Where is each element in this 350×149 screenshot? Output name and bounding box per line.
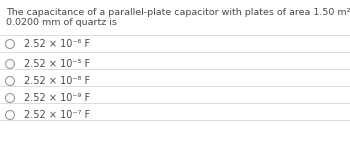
Text: 2.52 × 10⁻⁸ F: 2.52 × 10⁻⁸ F bbox=[24, 76, 90, 86]
Text: 2.52 × 10⁻⁵ F: 2.52 × 10⁻⁵ F bbox=[24, 59, 90, 69]
Text: 2.52 × 10⁻⁷ F: 2.52 × 10⁻⁷ F bbox=[24, 110, 90, 120]
Text: 0.0200 mm of quartz is: 0.0200 mm of quartz is bbox=[6, 18, 117, 27]
Text: 2.52 × 10⁻⁶ F: 2.52 × 10⁻⁶ F bbox=[24, 39, 90, 49]
Text: 2.52 × 10⁻⁹ F: 2.52 × 10⁻⁹ F bbox=[24, 93, 90, 103]
Text: The capacitance of a parallel-plate capacitor with plates of area 1.50 m² that a: The capacitance of a parallel-plate capa… bbox=[6, 8, 350, 17]
